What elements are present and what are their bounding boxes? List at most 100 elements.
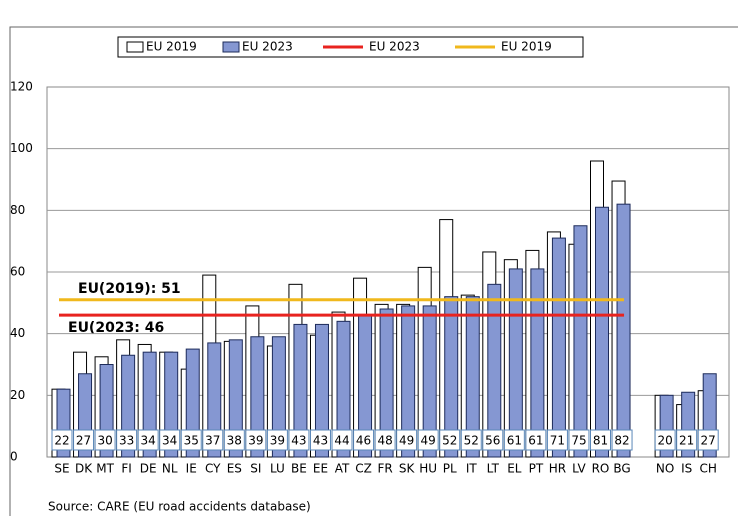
- x-tick-label: MT: [96, 462, 114, 476]
- x-tick-label: CY: [205, 462, 221, 476]
- value-label-box: [73, 429, 95, 451]
- x-tick-label: NL: [162, 462, 178, 476]
- value-label-box: [51, 429, 73, 451]
- x-tick-label: NO: [656, 462, 674, 476]
- bar: [551, 237, 566, 458]
- x-tick-label: HR: [549, 462, 566, 476]
- x-tick-label: BG: [613, 462, 630, 476]
- value-label-box: [525, 429, 547, 451]
- x-tick-label: CH: [699, 462, 716, 476]
- x-tick-label: IT: [466, 462, 478, 476]
- value-label-box: [202, 429, 224, 451]
- x-tick-label: PL: [443, 462, 457, 476]
- x-tick-label: CZ: [355, 462, 372, 476]
- bar: [228, 339, 243, 458]
- bar: [401, 305, 416, 458]
- x-tick-label: PT: [529, 462, 544, 476]
- value-label: 81: [593, 434, 608, 448]
- value-label: 33: [119, 434, 134, 448]
- value-label-box: [353, 429, 375, 451]
- bar: [616, 203, 631, 458]
- bar: [487, 283, 502, 458]
- value-label-box: [396, 429, 418, 451]
- x-tick-label: SI: [250, 462, 261, 476]
- value-label: 44: [334, 434, 349, 448]
- x-tick-label: LT: [487, 462, 500, 476]
- value-label-box: [116, 429, 138, 451]
- annotation: EU(2019): 51: [78, 281, 181, 297]
- x-tick-label: FI: [121, 462, 131, 476]
- value-label-box: [137, 429, 159, 451]
- value-label: 61: [507, 434, 522, 448]
- value-label-box: [159, 429, 181, 451]
- bar: [573, 225, 588, 458]
- value-label: 46: [356, 434, 371, 448]
- value-label: 21: [679, 434, 694, 448]
- value-label-box: [568, 429, 590, 451]
- value-label-box: [245, 429, 267, 451]
- value-label-box: [374, 429, 396, 451]
- x-tick-label: SK: [399, 462, 416, 476]
- value-label: 43: [313, 434, 328, 448]
- value-label-box: [94, 429, 116, 451]
- legend-label: EU 2019: [501, 40, 552, 54]
- value-label: 48: [377, 434, 392, 448]
- value-label: 52: [464, 434, 479, 448]
- bar: [508, 268, 523, 458]
- y-tick-label: 120: [10, 80, 33, 94]
- value-label-box: [223, 429, 245, 451]
- value-label-box: [654, 429, 676, 451]
- x-tick-label: HU: [419, 462, 437, 476]
- value-label: 71: [550, 434, 565, 448]
- value-label-box: [503, 429, 525, 451]
- value-label: 27: [701, 434, 716, 448]
- x-tick-label: LU: [270, 462, 285, 476]
- x-tick-label: ES: [227, 462, 242, 476]
- value-label: 34: [141, 434, 156, 448]
- value-label-box: [546, 429, 568, 451]
- y-tick-label: 80: [10, 203, 25, 217]
- annotation: EU(2023: 46: [68, 320, 164, 336]
- x-tick-label: IS: [681, 462, 692, 476]
- y-tick-label: 20: [10, 388, 25, 402]
- value-label: 39: [248, 434, 263, 448]
- legend-label: EU 2019: [146, 40, 197, 54]
- x-tick-label: IE: [186, 462, 197, 476]
- value-label: 27: [76, 434, 91, 448]
- value-label-box: [676, 429, 698, 451]
- x-tick-label: EL: [507, 462, 522, 476]
- value-label: 43: [291, 434, 306, 448]
- x-tick-label: BE: [291, 462, 307, 476]
- value-label: 30: [97, 434, 112, 448]
- value-label: 61: [528, 434, 543, 448]
- bar: [465, 296, 480, 458]
- value-label-box: [288, 429, 310, 451]
- bar: [293, 323, 308, 458]
- x-tick-label: AT: [335, 462, 350, 476]
- x-tick-label: LV: [572, 462, 586, 476]
- legend-label: EU 2023: [242, 40, 293, 54]
- value-label: 35: [184, 434, 199, 448]
- bar: [336, 320, 351, 458]
- value-label: 38: [227, 434, 242, 448]
- bar: [530, 268, 545, 458]
- y-tick-label: 60: [10, 265, 25, 279]
- x-tick-label: DE: [140, 462, 157, 476]
- value-label-box: [590, 429, 611, 451]
- value-label: 56: [485, 434, 500, 448]
- value-label-box: [697, 429, 719, 451]
- value-label-box: [180, 429, 202, 451]
- source: Source: CARE (EU road accidents database…: [48, 500, 311, 514]
- value-label-box: [611, 429, 633, 451]
- bar: [271, 336, 286, 458]
- value-label: 37: [205, 434, 220, 448]
- bar: [314, 323, 329, 458]
- value-label: 20: [657, 434, 672, 448]
- x-tick-label: DK: [75, 462, 93, 476]
- value-label-box: [460, 429, 482, 451]
- value-label: 39: [270, 434, 285, 448]
- y-tick-label: 100: [10, 141, 33, 155]
- y-tick-label: 40: [10, 326, 25, 340]
- value-label: 75: [571, 434, 586, 448]
